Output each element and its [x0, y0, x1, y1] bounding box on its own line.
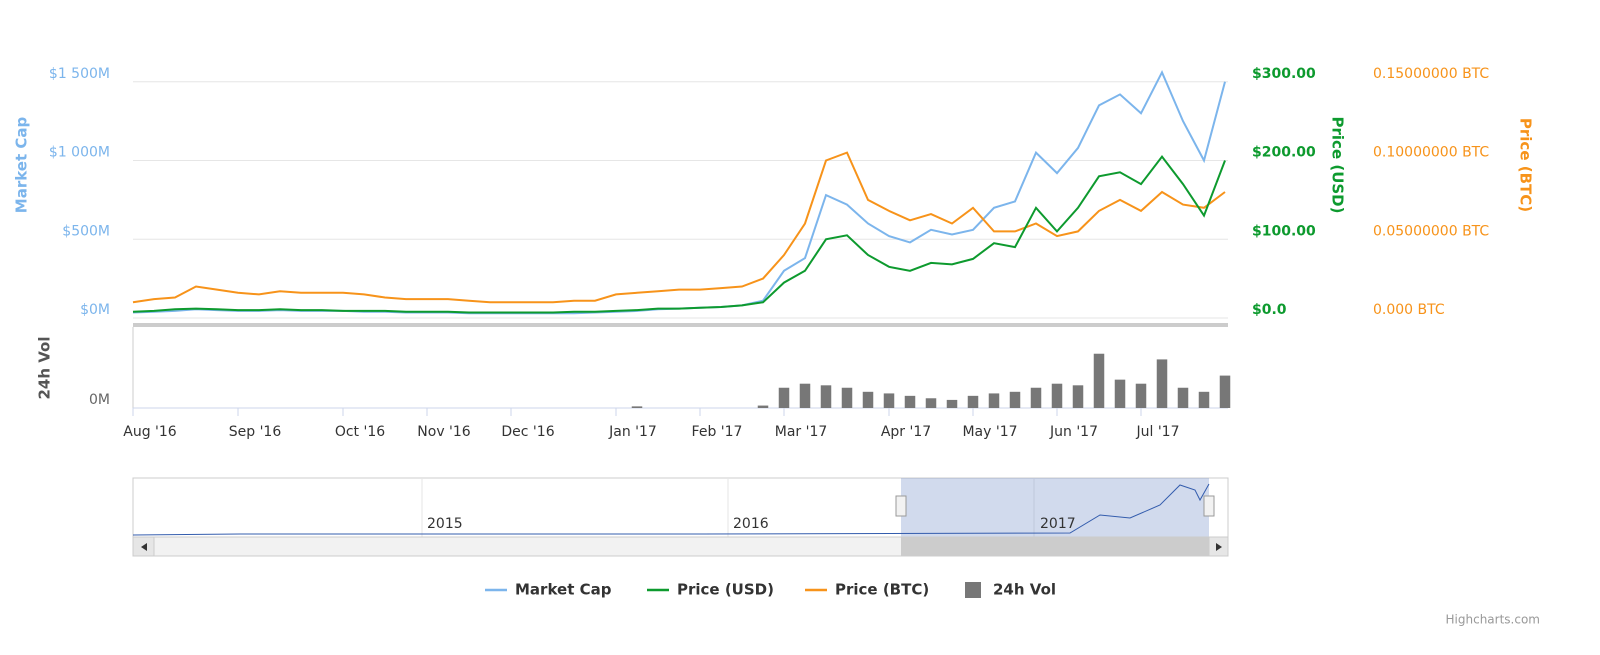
y-tick-label: $0M	[80, 302, 110, 318]
x-tick-label: Dec '16	[501, 424, 554, 440]
y2-tick-label: $0.0	[1252, 302, 1287, 318]
volume-bar	[904, 395, 916, 408]
volume-bar	[1093, 353, 1105, 408]
volume-bar	[799, 383, 811, 408]
x-tick-label: May '17	[962, 424, 1017, 440]
navigator-handle[interactable]	[1203, 495, 1215, 517]
x-tick-label: Jul '17	[1135, 424, 1179, 440]
navigator: 2015 2016 2017	[132, 477, 1229, 557]
volume-bar	[1156, 359, 1168, 408]
series-line	[132, 151, 1226, 304]
y-tick-label: $1 500M	[49, 66, 110, 82]
y2-axis-title: Price (USD)	[1329, 117, 1347, 214]
x-tick-label: Feb '17	[692, 424, 743, 440]
credits: Highcharts.com	[1446, 613, 1540, 627]
y2-tick-label: $100.00	[1252, 223, 1316, 239]
volume-bar	[925, 398, 937, 408]
legend-label[interactable]: 24h Vol	[993, 581, 1056, 599]
y2-tick-label: $200.00	[1252, 145, 1316, 161]
y4-axis-title: 24h Vol	[36, 336, 54, 399]
volume-bar	[1177, 387, 1189, 408]
volume-bar	[1219, 375, 1231, 408]
volume-bar	[1009, 391, 1021, 408]
volume-bar	[1114, 379, 1126, 408]
volume-bar	[1072, 385, 1084, 408]
volume-bar	[946, 399, 958, 408]
navigator-label: 2017	[1040, 516, 1076, 532]
y-axis-title: Market Cap	[13, 117, 31, 214]
volume-bar	[862, 391, 874, 408]
y3-tick-label: 0.05000000 BTC	[1373, 223, 1489, 239]
x-tick-label: Mar '17	[775, 424, 828, 440]
volume-bar	[757, 405, 769, 408]
y-tick-label: $500M	[62, 223, 110, 239]
legend-symbol	[965, 582, 981, 598]
arrow-right	[1216, 543, 1222, 551]
volume-bar	[820, 385, 832, 408]
x-tick-label: Sep '16	[229, 424, 282, 440]
x-tick-label: Apr '17	[881, 424, 931, 440]
arrow-left	[141, 543, 147, 551]
x-tick-label: Aug '16	[123, 424, 177, 440]
x-tick-label: Jan '17	[608, 424, 657, 440]
volume-bar	[1051, 383, 1063, 408]
y3-tick-label: 0.000 BTC	[1373, 302, 1445, 318]
navigator-frame	[132, 477, 1229, 538]
volume-bar	[778, 387, 790, 408]
volume-bar	[967, 395, 979, 408]
volume-bar	[1198, 391, 1210, 408]
legend-label[interactable]: Market Cap	[515, 581, 612, 599]
legend-label[interactable]: Price (USD)	[677, 581, 774, 599]
y2-tick-label: $300.00	[1252, 66, 1316, 82]
legend-label[interactable]: Price (BTC)	[835, 581, 929, 599]
navigator-line	[132, 483, 1210, 536]
navigator-selection[interactable]	[901, 478, 1209, 537]
volume-bar	[841, 387, 853, 408]
y3-tick-label: 0.10000000 BTC	[1373, 145, 1489, 161]
x-tick-label: Oct '16	[335, 424, 385, 440]
scrollbar-thumb[interactable]	[901, 537, 1209, 556]
y3-tick-label: 0.15000000 BTC	[1373, 66, 1489, 82]
panel-separator	[133, 323, 1228, 327]
navigator-label: 2015	[427, 516, 463, 532]
volume-bar	[883, 393, 895, 408]
navigator-label: 2016	[733, 516, 769, 532]
x-tick-label: Jun '17	[1049, 424, 1098, 440]
volume-bar	[1030, 387, 1042, 408]
series-line	[132, 154, 1226, 314]
y-tick-label: $1 000M	[49, 145, 110, 161]
y3-axis-title: Price (BTC)	[1517, 118, 1535, 212]
volume-bar	[988, 393, 1000, 408]
x-tick-label: Nov '16	[417, 424, 471, 440]
volume-bar	[1135, 383, 1147, 408]
series-line	[132, 69, 1226, 315]
volume-bar	[631, 406, 643, 408]
navigator-handle[interactable]	[895, 495, 907, 517]
y4-tick-label: 0M	[89, 392, 110, 408]
